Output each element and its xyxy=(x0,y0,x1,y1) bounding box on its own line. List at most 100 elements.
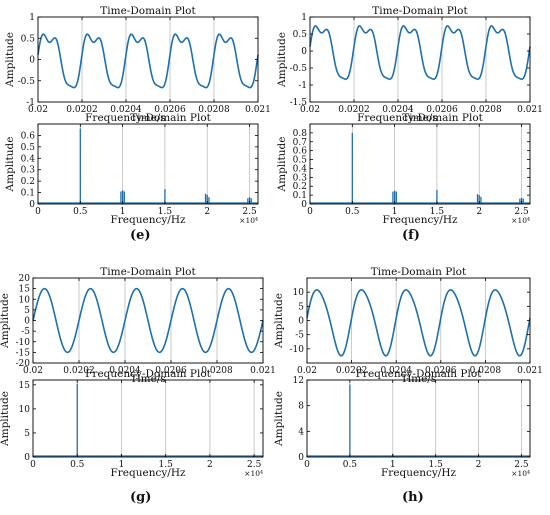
x-tick-label: 0.0208 xyxy=(470,105,502,115)
x-exponent-label: ×10⁴ xyxy=(239,216,258,225)
y-tick-label: -20 xyxy=(16,359,31,369)
y-tick-label: 20 xyxy=(19,274,31,284)
y-tick-label: 0 xyxy=(298,317,304,327)
x-tick-label: 0.0204 xyxy=(382,105,414,115)
y-tick-label: 0.3 xyxy=(21,166,36,176)
x-tick-label: 0.0204 xyxy=(109,366,141,376)
x-tick-label: 0.0208 xyxy=(470,366,502,376)
y-tick-label: 0.5 xyxy=(21,34,36,44)
x-axis-label: Frequency/Hz xyxy=(382,214,457,226)
y-tick-label: 0 xyxy=(29,200,35,210)
x-axis-label: Time/s xyxy=(402,112,437,124)
x-tick-label: 1 xyxy=(390,460,396,470)
y-tick-label: 0.4 xyxy=(293,164,308,174)
y-tick-label: 0.5 xyxy=(21,143,36,153)
chart-g-freq: 0 0.5 1 1.5 2 2.5 0 5 10 15 Frequency-Domain Plot F… xyxy=(0,368,264,479)
y-tick-label: 0.2 xyxy=(21,177,35,187)
y-tick-label: -15 xyxy=(16,348,31,358)
x-axis-label: Frequency/Hz xyxy=(110,214,185,226)
x-axis-label: Time/s xyxy=(401,373,436,385)
x-axis-label: Frequency/Hz xyxy=(381,467,456,479)
x-tick-label: 0.5 xyxy=(70,460,85,470)
y-tick-label: 10 xyxy=(19,405,31,415)
plot-title: Frequency-Domain Plot xyxy=(356,368,482,380)
y-tick-label: -10 xyxy=(290,345,305,355)
x-tick-label: 0.5 xyxy=(345,207,360,217)
x-tick-label: 0.02 xyxy=(300,105,320,115)
y-tick-label: 10 xyxy=(19,295,31,305)
y-tick-label: 0.1 xyxy=(293,191,307,201)
x-tick-label: 0.021 xyxy=(517,105,543,115)
y-axis-label: Amplitude xyxy=(0,391,11,447)
y-tick-label: 12 xyxy=(293,376,304,386)
y-axis-label: Amplitude xyxy=(4,32,16,88)
y-tick-label: -5 xyxy=(295,331,304,341)
y-tick-label: -10 xyxy=(16,338,31,348)
x-tick-label: 0.0204 xyxy=(110,105,142,115)
y-tick-label: 1 xyxy=(301,13,307,23)
chart-e-time: 0.02 0.0202 0.0204 0.0206 0.0208 0.021 -1 -0.5 0… xyxy=(4,5,271,124)
y-tick-label: 0 xyxy=(24,453,30,463)
x-tick-label: 0.02 xyxy=(23,366,43,376)
plot-title: Time-Domain Plot xyxy=(100,266,196,278)
x-tick-label: 0 xyxy=(307,207,313,217)
y-tick-label: -0.5 xyxy=(290,64,308,74)
y-tick-label: 0.1 xyxy=(21,189,35,199)
y-tick-label: 0 xyxy=(301,47,307,57)
x-exponent-label: ×10⁴ xyxy=(511,216,530,225)
x-tick-label: 0 xyxy=(35,207,41,217)
x-tick-label: 1.5 xyxy=(428,460,443,470)
y-tick-label: 0.4 xyxy=(21,154,36,164)
axes-frame xyxy=(37,123,259,205)
x-tick-label: 0.021 xyxy=(517,366,543,376)
x-tick-label: 0.5 xyxy=(343,460,358,470)
axes-frame xyxy=(309,123,531,205)
chart-h-freq: 0 0.5 1 1.5 2 2.5 0 4 8 12 Frequency-Domain Plot Fr… xyxy=(273,368,531,479)
y-tick-label: -1 xyxy=(298,81,307,91)
y-axis-label: Amplitude xyxy=(273,293,285,349)
chart-e-freq: 0 0.5 1 1.5 2 2.500.10.20.30.40.50.6Frequency… xyxy=(4,112,259,226)
series-line xyxy=(309,25,531,80)
y-tick-label: 5 xyxy=(298,302,304,312)
y-tick-label: 10 xyxy=(293,288,305,298)
x-tick-label: 0.0204 xyxy=(380,366,412,376)
x-tick-label: 2.5 xyxy=(242,207,257,217)
x-tick-label: 0.021 xyxy=(245,105,271,115)
x-tick-label: 0.0206 xyxy=(155,366,187,376)
x-tick-label: 2.5 xyxy=(514,460,529,470)
x-tick-label: 2.5 xyxy=(514,207,529,217)
y-tick-label: 0.2 xyxy=(293,182,307,192)
y-tick-label: -1 xyxy=(26,98,35,108)
x-tick-label: 0.0206 xyxy=(154,105,186,115)
y-tick-label: -5 xyxy=(21,327,30,337)
x-tick-label: 0.0206 xyxy=(425,366,457,376)
chart-f-time: 0.02 0.0202 0.0204 0.0206 0.0208 0.021 -1.5 -1 -… xyxy=(276,5,543,124)
chart-g-time: 0.02 0.0202 0.0204 0.0206 0.0208 0.021-20-15-… xyxy=(0,266,276,385)
x-tick-label: 1.5 xyxy=(159,460,174,470)
x-tick-label: 1.5 xyxy=(430,207,445,217)
y-axis-label: Amplitude xyxy=(273,391,285,447)
x-axis-label: Frequency/Hz xyxy=(110,467,185,479)
y-tick-label: 0 xyxy=(301,200,307,210)
x-tick-label: 2 xyxy=(204,207,210,217)
panel-label-g: (g) xyxy=(130,490,152,505)
panel-label-h: (h) xyxy=(402,490,424,505)
y-tick-label: 5 xyxy=(24,429,30,439)
y-tick-label: 15 xyxy=(19,381,31,391)
panel-label-f: (f) xyxy=(402,228,420,243)
y-axis-label: Amplitude xyxy=(276,32,288,88)
x-tick-label: 0.02 xyxy=(297,366,317,376)
axes-frame xyxy=(32,379,264,458)
y-tick-label: 0 xyxy=(29,56,35,66)
y-tick-label: 0.8 xyxy=(293,129,308,139)
x-tick-label: 0.0202 xyxy=(336,366,368,376)
series-line xyxy=(32,287,264,354)
chart-f-freq: 0 0.5 1 1.5 2 2.500.10.20.30.40.50.60.70.8Fre… xyxy=(276,112,531,226)
y-tick-label: 0 xyxy=(24,317,30,327)
x-tick-label: 1.5 xyxy=(158,207,173,217)
y-tick-label: 0.5 xyxy=(293,156,308,166)
series-line xyxy=(37,33,259,89)
x-tick-label: 2 xyxy=(476,207,482,217)
y-tick-label: 0.5 xyxy=(293,30,308,40)
